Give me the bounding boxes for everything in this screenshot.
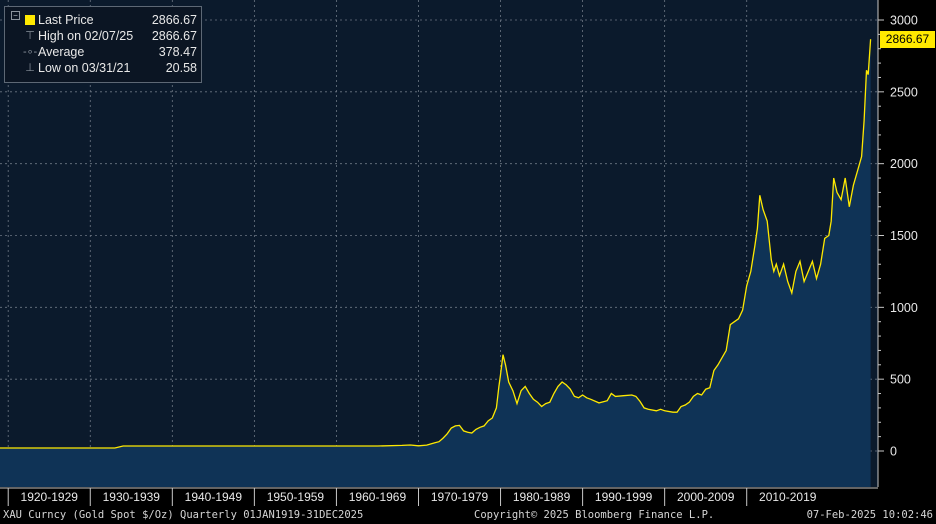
x-axis-ticks: 1920-1929 1930-1939 1940-1949 1950-1959 1960… (7, 488, 817, 506)
legend-label: High on 02/07/25 (38, 29, 134, 43)
bottom-axis-background (0, 487, 936, 507)
y-tick-label: 0 (890, 445, 897, 459)
x-tick-label: 1950-1959 (267, 490, 325, 504)
copyright-text: Copyright© 2025 Bloomberg Finance L.P. (474, 509, 715, 521)
legend-label: Average (38, 45, 85, 59)
x-tick-label: 1960-1969 (349, 490, 407, 504)
legend-row-high: ⊤ High on 02/07/25 2866.67 (5, 28, 203, 44)
x-tick-label: 1940-1949 (185, 490, 243, 504)
security-description: XAU Curncy (Gold Spot $/Oz) Quarterly 01… (3, 509, 364, 521)
x-tick-label: 1980-1989 (513, 490, 571, 504)
price-area (0, 39, 871, 487)
low-marker-icon: ⊥ (25, 62, 35, 74)
legend-row-low: ⊥ Low on 03/31/21 20.58 (5, 60, 203, 76)
right-axis-background (878, 0, 936, 487)
collapse-icon[interactable]: − (11, 11, 20, 20)
legend-box: − Last Price 2866.67 ⊤ High on 02/07/25 … (4, 6, 202, 83)
x-tick-label: 1970-1979 (431, 490, 489, 504)
average-marker-icon: -∘- (23, 46, 38, 58)
x-tick-label: 2010-2019 (759, 490, 817, 504)
y-tick-label: 1500 (890, 229, 918, 243)
legend-row-last-price: Last Price 2866.67 (5, 12, 203, 28)
price-line (0, 39, 872, 449)
footer-bar: XAU Curncy (Gold Spot $/Oz) Quarterly 01… (0, 507, 936, 524)
legend-label: Low on 03/31/21 (38, 61, 131, 75)
x-tick-label: 1990-1999 (595, 490, 653, 504)
y-tick-label: 3000 (890, 14, 918, 28)
high-marker-icon: ⊤ (25, 30, 35, 42)
y-axis-ticks: 0 500 1000 1500 2000 2500 3000 (878, 14, 918, 459)
yellow-square-icon (25, 15, 35, 25)
x-tick-label: 2000-2009 (677, 490, 735, 504)
y-tick-label: 2500 (890, 85, 918, 99)
legend-value: 2866.67 (151, 13, 197, 27)
legend-value: 2866.67 (151, 29, 197, 43)
x-tick-label: 1920-1929 (21, 490, 79, 504)
y-tick-label: 1000 (890, 301, 918, 315)
x-tick-label: 1930-1939 (103, 490, 161, 504)
y-tick-label: 2000 (890, 157, 918, 171)
timestamp: 07-Feb-2025 10:02:46 (806, 509, 933, 521)
last-price-tag: 2866.67 (880, 31, 935, 48)
legend-row-average: -∘- Average 378.47 (5, 44, 203, 60)
legend-label: Last Price (38, 13, 94, 27)
legend-value: 378.47 (158, 45, 197, 59)
y-tick-label: 500 (890, 373, 911, 387)
legend-value: 20.58 (165, 61, 197, 75)
